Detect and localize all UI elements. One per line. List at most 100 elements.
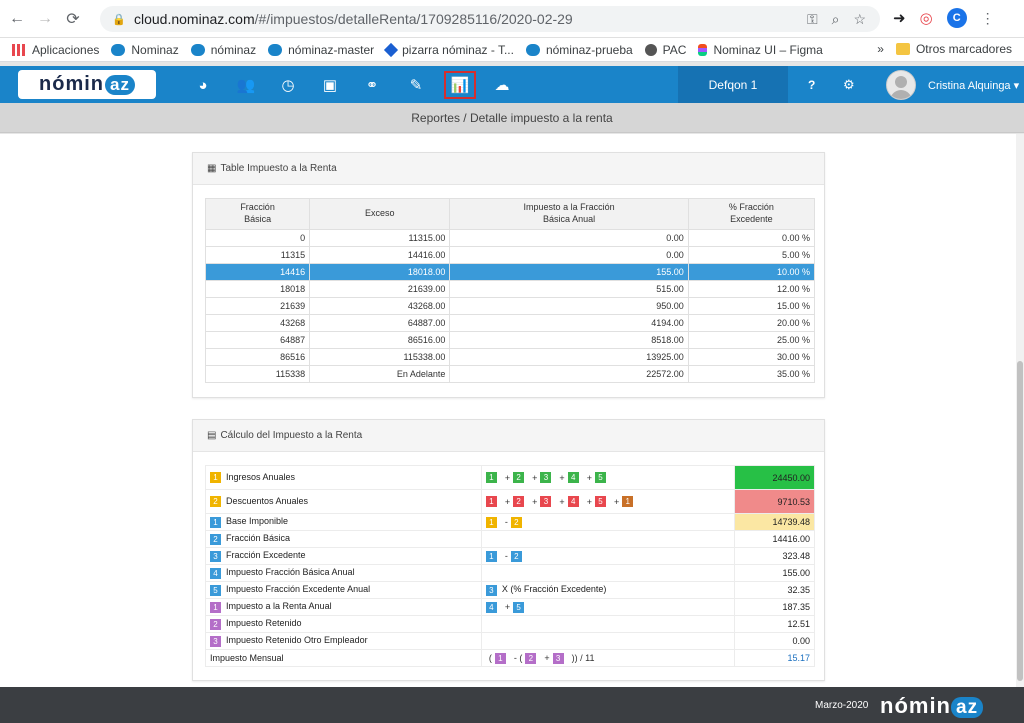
col-porcentaje-line1: % Fracción [728, 202, 774, 213]
table-row[interactable]: 18018 21639.00 515.00 12.00 % [204, 280, 816, 298]
table-row[interactable]: 0 11315.00 0.00 0.00 % [204, 229, 816, 247]
nominaz-logo[interactable]: nómin az [18, 70, 156, 99]
star-icon[interactable]: ☆ [853, 11, 866, 27]
calc-value: 155.00 [733, 564, 816, 582]
step-badge: 4 [567, 496, 579, 508]
operator: + [586, 472, 592, 483]
step-badge: 3 [210, 635, 221, 647]
breadcrumb: Reportes / Detalle impuesto a la renta [0, 103, 1024, 133]
profile-avatar[interactable]: C [946, 8, 967, 28]
calc-value: 32.35 [733, 581, 816, 599]
user-avatar[interactable] [886, 70, 916, 100]
table-row[interactable]: 64887 86516.00 8518.00 25.00 % [204, 331, 816, 349]
cloud-icon [190, 43, 205, 56]
calc-label-text: Fracción Básica [226, 533, 291, 544]
table-cell: 0.00 % [687, 229, 816, 247]
bookmark-pizarra[interactable]: pizarra nóminaz - T... [384, 42, 514, 57]
bookmark-apps[interactable]: Aplicaciones [12, 43, 99, 57]
calc-formula [480, 564, 735, 582]
col-exceso: Exceso [309, 198, 451, 230]
rates-table: Fracción Básica Exceso Impuesto a la Fra… [204, 198, 816, 383]
table-row[interactable]: 43268 64887.00 4194.00 20.00 % [204, 314, 816, 332]
footer-logo: nómin az [880, 693, 984, 719]
extension-icon[interactable]: ◎ [919, 10, 933, 27]
bookmark-nominaz-2[interactable]: nóminaz [190, 43, 256, 57]
step-badge: 1 [485, 472, 497, 484]
table-row[interactable]: 21639 43268.00 950.00 15.00 % [204, 297, 816, 315]
calc-row: 1 Ingresos Anuales 1 +2 +3 +4 +5 24450.00 [205, 465, 816, 490]
calc-label: 3 Fracción Excedente [205, 547, 482, 565]
bookmark-nominaz-prueba[interactable]: nóminaz-prueba [525, 43, 633, 57]
operator: + [532, 496, 538, 507]
table-cell: 115338.00 [309, 348, 451, 366]
calculator-icon: ▤ [207, 430, 217, 441]
handshake-icon[interactable]: ⚭ [365, 77, 379, 94]
bookmark-pac[interactable]: PAC [644, 43, 686, 57]
bookmark-nominaz[interactable]: Nominaz [111, 43, 179, 57]
calc-row: 3 Fracción Excedente 1-2 323.48 [205, 547, 816, 565]
calc-row: Impuesto Mensual (1 - (2 +3)) / 11 15.17 [205, 649, 816, 667]
menu-kebab-icon[interactable]: ⋮ [980, 9, 995, 26]
key-icon[interactable]: ⚿ [806, 11, 818, 27]
bookmark-nominaz-master[interactable]: nóminaz-master [268, 43, 374, 57]
step-badge: 2 [210, 618, 221, 630]
table-row[interactable]: 115338 En Adelante 22572.00 35.00 % [204, 365, 816, 383]
step-badge: 1 [485, 496, 497, 508]
calc-label: 2 Descuentos Anuales [205, 489, 482, 514]
cloud-upload-icon[interactable]: ☁ [494, 77, 510, 94]
step-badge: 5 [513, 601, 525, 613]
table-cell: 12.00 % [687, 280, 816, 298]
dashboard-icon[interactable]: ◕ [198, 76, 208, 94]
figma-icon [698, 43, 708, 56]
settings-cogs-icon[interactable]: ⚙ [843, 77, 855, 92]
reports-chart-icon[interactable]: 📊 [444, 71, 476, 99]
share-arrow-icon[interactable]: ➜ [893, 10, 906, 27]
step-badge: 2 [510, 516, 522, 528]
operator: + [586, 496, 592, 507]
scrollbar-thumb[interactable] [1017, 361, 1023, 681]
user-menu[interactable]: Cristina Alquinga ▾ [928, 80, 1020, 92]
calc-label-text: Impuesto a la Renta Anual [226, 601, 332, 612]
edit-icon[interactable]: ✎ [409, 77, 423, 94]
calc-row: 2 Fracción Básica 14416.00 [205, 530, 816, 548]
table-cell: 11315.00 [309, 229, 451, 247]
calc-value: 9710.53 [733, 489, 816, 514]
table-cell: 30.00 % [687, 348, 816, 366]
step-badge: 3 [552, 652, 564, 664]
globe-icon [644, 43, 657, 56]
calc-label: 1 Impuesto a la Renta Anual [205, 598, 482, 616]
calc-label-text: Impuesto Retenido [226, 618, 302, 629]
address-bar[interactable]: 🔒 cloud.nominaz.com/#/impuestos/detalleR… [100, 6, 880, 32]
col-porcentaje-line2: Excedente [730, 214, 773, 224]
forward-icon[interactable]: → [37, 9, 53, 27]
bookmark-other[interactable]: Otros marcadores [895, 42, 1012, 56]
step-badge: 3 [540, 496, 552, 508]
calc-formula [480, 530, 735, 548]
table-row[interactable]: 11315 14416.00 0.00 5.00 % [204, 246, 816, 264]
calc-label: 4 Impuesto Fracción Básica Anual [205, 564, 482, 582]
clock-icon[interactable]: ◷ [281, 77, 295, 94]
calc-value: 0.00 [733, 632, 816, 650]
step-badge: 2 [513, 496, 525, 508]
calc-row: 3 Impuesto Retenido Otro Empleador 0.00 [205, 632, 816, 650]
calc-formula: 3 X (% Fracción Excedente) [480, 581, 735, 599]
briefcase-icon[interactable]: ▣ [322, 77, 338, 94]
bookmarks-more[interactable]: » [877, 42, 884, 56]
back-icon[interactable]: ← [9, 9, 25, 27]
table-row[interactable]: 86516 115338.00 13925.00 30.00 % [204, 348, 816, 366]
table-row[interactable]: 14416 18018.00 155.00 10.00 % [204, 263, 816, 281]
bookmarks-bar: Aplicaciones Nominaz nóminaz nóminaz-mas… [0, 38, 1024, 62]
calc-label: 2 Fracción Básica [205, 530, 482, 548]
company-selector[interactable]: Defqon 1 [678, 66, 788, 103]
bookmark-figma[interactable]: Nominaz UI – Figma [698, 43, 823, 57]
reload-icon[interactable]: ⟳ [66, 10, 80, 28]
calc-formula: 1-2 [480, 547, 735, 565]
step-badge: 2 [525, 652, 537, 664]
table-cell: 18018 [204, 280, 311, 298]
page-scrollbar[interactable] [1016, 134, 1024, 687]
zoom-icon[interactable]: ⌕ [831, 11, 840, 27]
users-icon[interactable]: 👥 [236, 77, 256, 94]
help-button[interactable]: ? [808, 78, 816, 92]
step-badge: 3 [485, 584, 497, 596]
operator: - [504, 517, 508, 528]
